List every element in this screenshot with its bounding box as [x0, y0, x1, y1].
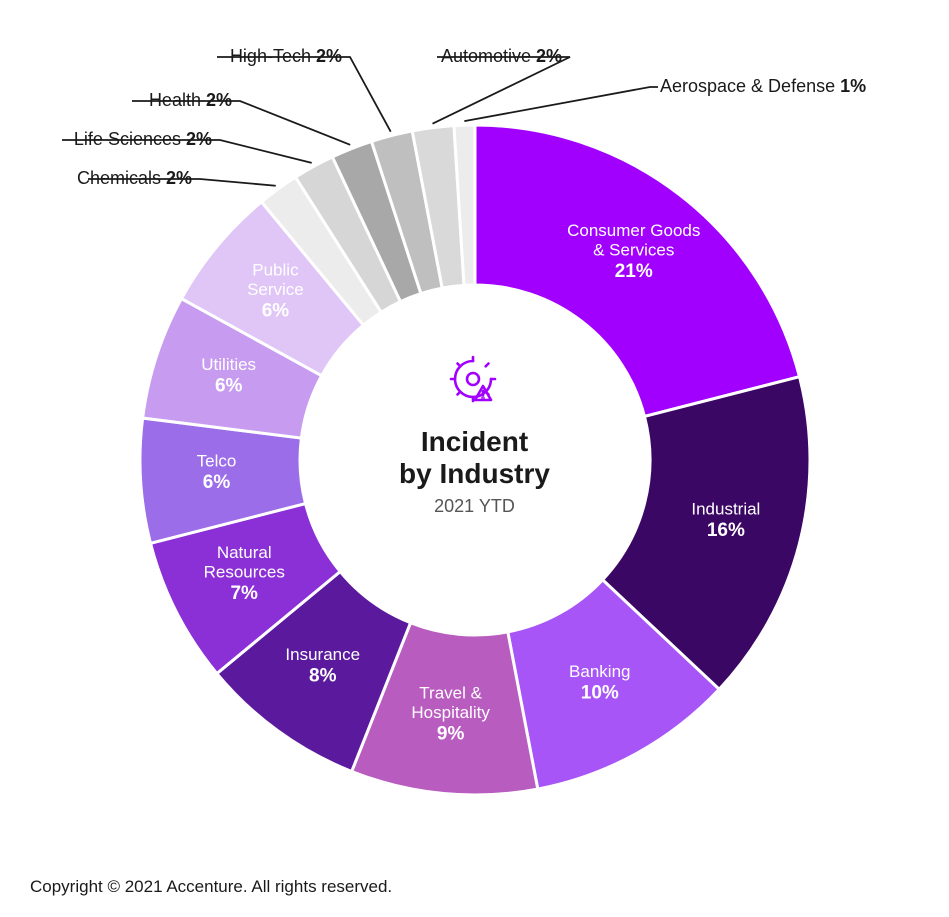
- leader-line: [217, 57, 391, 132]
- donut-svg: Consumer Goods& Services21%Industrial16%…: [0, 0, 949, 870]
- donut-chart: Consumer Goods& Services21%Industrial16%…: [0, 0, 949, 870]
- external-label: Life Sciences 2%: [74, 129, 212, 149]
- external-label: Health 2%: [149, 90, 232, 110]
- external-label: Chemicals 2%: [77, 168, 192, 188]
- leader-line: [464, 87, 658, 121]
- external-label: High-Tech 2%: [230, 46, 342, 66]
- external-label: Aerospace & Defense 1%: [660, 76, 866, 96]
- external-label: Automotive 2%: [441, 46, 562, 66]
- copyright-text: Copyright © 2021 Accenture. All rights r…: [30, 877, 392, 897]
